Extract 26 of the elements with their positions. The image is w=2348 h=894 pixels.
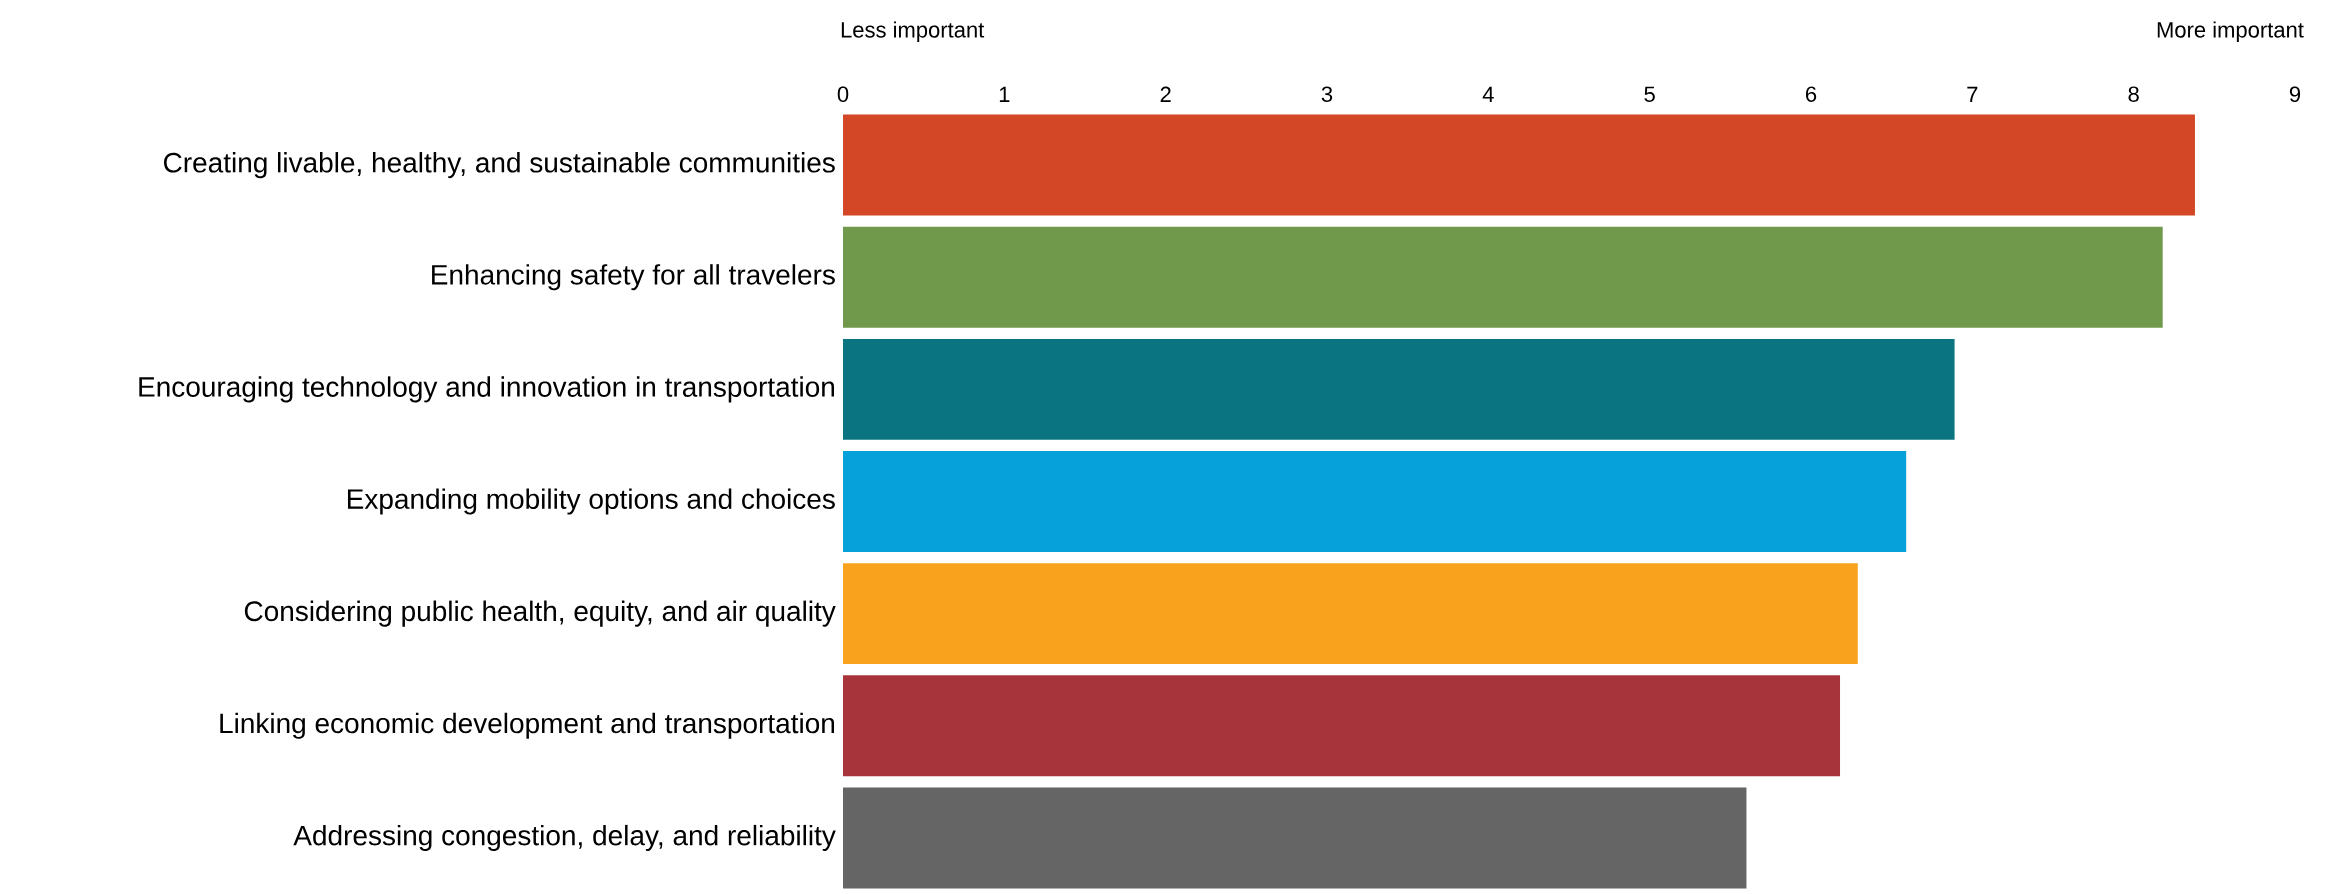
x-tick-label: 1 [999,86,1010,102]
x-tick-label: 9 [2289,86,2301,102]
x-tick-label: 4 [1482,86,1494,102]
y-tick-label: Expanding mobility options and choices [347,488,835,515]
y-tick-label: Enhancing safety for all travelers [432,264,835,291]
bar [843,114,2195,216]
x-tick-label: 6 [1806,86,1817,102]
bar [843,563,1858,665]
bar [843,787,1747,889]
text: Less important [841,21,985,42]
y-tick-label: Encouraging technology and innovation in transportation [139,376,834,403]
x-tick-label: 3 [1321,86,1333,102]
bar [843,450,1907,552]
y-tick-label: Linking economic development and transportation [220,712,835,739]
bar [843,675,1841,777]
x-tick-label: 5 [1644,86,1655,102]
x-tick-label: 2 [1160,86,1171,102]
bar [843,338,1955,440]
y-tick-label: Creating livable, healthy, and sustainable communities [164,151,835,179]
y-tick-label: Considering public health, equity, and air quality [244,600,836,627]
x-tick-label: 8 [2128,86,2139,102]
text: More important [2157,21,2304,42]
bar [843,226,2163,328]
x-tick-label: 7 [1967,86,1978,102]
y-tick-label: Addressing congestion, delay, and reliability [293,824,836,851]
x-tick-label: 0 [837,86,849,102]
